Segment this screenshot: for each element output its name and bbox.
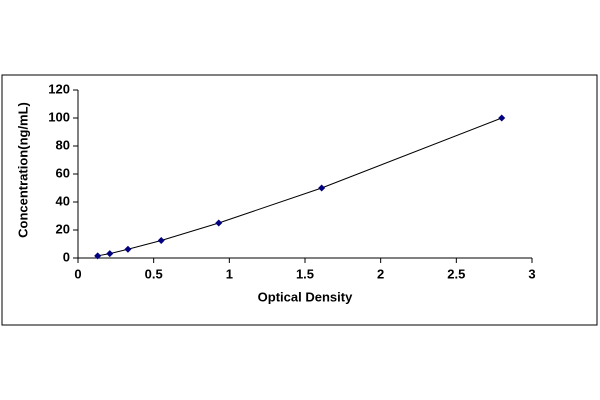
y-tick-label: 100	[48, 109, 70, 124]
data-point	[124, 245, 132, 253]
data-point	[157, 237, 165, 244]
x-tick-label: 3	[528, 266, 535, 281]
y-tick-label: 40	[56, 193, 70, 208]
data-point	[94, 252, 102, 260]
data-point	[498, 114, 506, 122]
y-tick-label: 0	[63, 249, 70, 264]
y-tick-label: 20	[56, 221, 70, 236]
x-tick-label: 1	[226, 266, 233, 281]
data-point	[318, 184, 326, 192]
x-tick-label: 2	[377, 266, 384, 281]
x-tick-label: 1.5	[296, 266, 314, 281]
data-point	[215, 219, 223, 227]
x-tick-label: 0	[74, 266, 81, 281]
x-axis-title: Optical Density	[258, 289, 353, 304]
data-point	[106, 250, 114, 258]
y-tick-label: 120	[48, 81, 70, 96]
y-tick-label: 80	[56, 137, 70, 152]
y-axis-title: Concentration(ng/mL)	[15, 102, 30, 238]
chart-frame	[1, 74, 598, 326]
x-tick-label: 2.5	[447, 266, 465, 281]
y-tick-label: 60	[56, 165, 70, 180]
x-tick-label: 0.5	[145, 266, 163, 281]
